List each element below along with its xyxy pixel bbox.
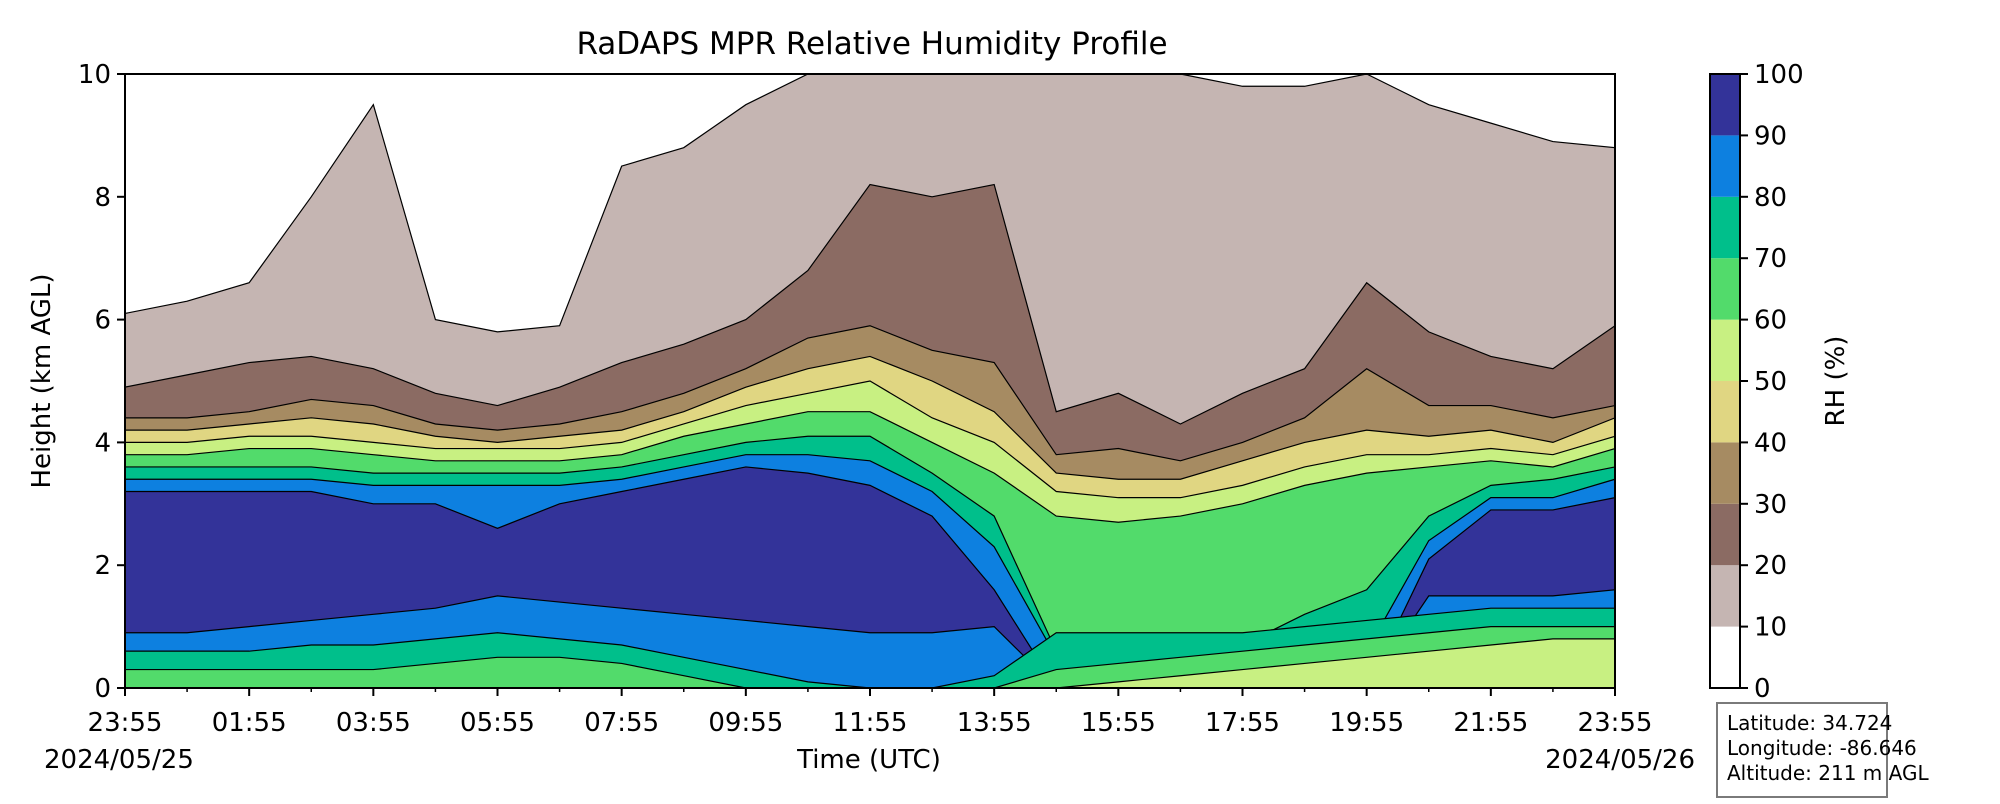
colorbar: 0 10 20 30 40 50 60 70 80 90 100 <box>1709 60 1804 704</box>
colorbar-tick-label: 20 <box>1754 551 1787 581</box>
colorbar-segment <box>1710 319 1740 381</box>
chart-title: RaDAPS MPR Relative Humidity Profile <box>576 26 1167 62</box>
y-axis: 0 2 4 6 8 10 <box>78 60 125 704</box>
x-tick-label: 21:55 <box>1453 708 1528 738</box>
colorbar-tick-label: 80 <box>1754 183 1787 213</box>
y-axis-label: Height (km AGL) <box>27 273 57 488</box>
colorbar-segment <box>1710 626 1740 688</box>
colorbar-segment <box>1710 565 1740 627</box>
colorbar-tick-label: 70 <box>1754 244 1787 274</box>
x-tick-label: 23:55 <box>88 708 163 738</box>
colorbar-tick-label: 60 <box>1754 306 1787 336</box>
y-tick-label: 2 <box>94 551 111 581</box>
x-axis-label: Time (UTC) <box>796 745 941 775</box>
x-tick-label: 23:55 <box>1578 708 1653 738</box>
x-tick-label: 11:55 <box>833 708 908 738</box>
x-tick-label: 05:55 <box>460 708 535 738</box>
x-tick-label: 15:55 <box>1081 708 1156 738</box>
colorbar-tick-label: 10 <box>1754 613 1787 643</box>
y-tick-label: 6 <box>94 306 111 336</box>
latitude-text: Latitude: 34.724 <box>1727 711 1893 735</box>
x-tick-label: 19:55 <box>1329 708 1404 738</box>
colorbar-tick-label: 90 <box>1754 121 1787 151</box>
colorbar-tick-label: 100 <box>1754 60 1804 90</box>
x-tick-label: 07:55 <box>584 708 659 738</box>
colorbar-tick-label: 50 <box>1754 367 1787 397</box>
colorbar-tick-label: 40 <box>1754 428 1787 458</box>
x-tick-label: 09:55 <box>708 708 783 738</box>
colorbar-tick-label: 30 <box>1754 490 1787 520</box>
altitude-text: Altitude: 211 m AGL <box>1727 761 1929 785</box>
colorbar-segment <box>1710 381 1740 443</box>
x-tick-label: 03:55 <box>336 708 411 738</box>
colorbar-segment <box>1710 442 1740 504</box>
colorbar-segment <box>1710 74 1740 136</box>
colorbar-segment <box>1710 196 1740 259</box>
colorbar-segment <box>1710 503 1740 566</box>
x-tick-label: 13:55 <box>957 708 1032 738</box>
x-tick-label: 17:55 <box>1205 708 1280 738</box>
y-tick-label: 4 <box>94 428 111 458</box>
colorbar-label: RH (%) <box>1821 336 1851 427</box>
station-info-box: Latitude: 34.724 Longitude: -86.646 Alti… <box>1716 702 1929 798</box>
start-date-label: 2024/05/25 <box>44 745 194 775</box>
end-date-label: 2024/05/26 <box>1545 745 1695 775</box>
colorbar-tick-label: 0 <box>1754 674 1771 704</box>
longitude-text: Longitude: -86.646 <box>1727 736 1917 760</box>
colorbar-segment <box>1710 135 1740 197</box>
colorbar-segment <box>1710 258 1740 320</box>
x-axis: 23:55 01:55 03:55 05:55 07:55 09:55 11:55 13:55… <box>88 688 1653 738</box>
y-tick-label: 8 <box>94 183 111 213</box>
y-tick-label: 10 <box>78 60 111 90</box>
y-tick-label: 0 <box>94 674 111 704</box>
contour-fill <box>124 73 1616 689</box>
x-tick-label: 01:55 <box>212 708 287 738</box>
